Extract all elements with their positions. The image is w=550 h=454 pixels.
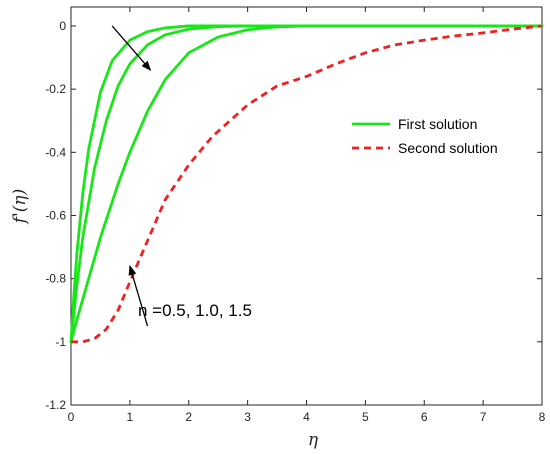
arrow-second bbox=[128, 265, 149, 327]
x-tick-label: 7 bbox=[480, 410, 487, 424]
x-tick-label: 2 bbox=[185, 410, 192, 424]
legend-label-second: Second solution bbox=[398, 140, 498, 156]
x-tick-label: 8 bbox=[539, 410, 546, 424]
y-tick-label: -1 bbox=[55, 335, 66, 349]
series-line-first-0 bbox=[69, 24, 544, 344]
x-tick-label: 1 bbox=[127, 410, 134, 424]
arrow-first bbox=[111, 25, 152, 71]
n-values-annotation: n =0.5, 1.0, 1.5 bbox=[138, 301, 252, 320]
legend-label-first: First solution bbox=[398, 116, 477, 132]
x-tick-label: 6 bbox=[421, 410, 428, 424]
x-axis-label: η bbox=[308, 430, 319, 450]
x-tick-label: 3 bbox=[244, 410, 251, 424]
y-tick-label: -1.2 bbox=[45, 398, 66, 412]
legend: First solution Second solution bbox=[352, 116, 498, 156]
x-tick-label: 4 bbox=[303, 410, 310, 424]
annotations bbox=[111, 25, 152, 327]
x-tick-label: 5 bbox=[362, 410, 369, 424]
y-tick-label: -0.8 bbox=[45, 272, 66, 286]
y-axis-label: f'(η) bbox=[10, 189, 30, 225]
plot-area bbox=[70, 6, 543, 406]
y-tick-label: -0.6 bbox=[45, 208, 66, 222]
x-tick-label: 0 bbox=[68, 410, 75, 424]
series-line-second-3 bbox=[71, 24, 543, 344]
series-line-first-1 bbox=[69, 24, 544, 344]
y-tick-label: -0.4 bbox=[45, 145, 66, 159]
series-group bbox=[69, 24, 544, 344]
series-line-first-2 bbox=[69, 24, 544, 344]
y-tick-label: -0.2 bbox=[45, 82, 66, 96]
y-tick-label: 0 bbox=[59, 19, 66, 33]
